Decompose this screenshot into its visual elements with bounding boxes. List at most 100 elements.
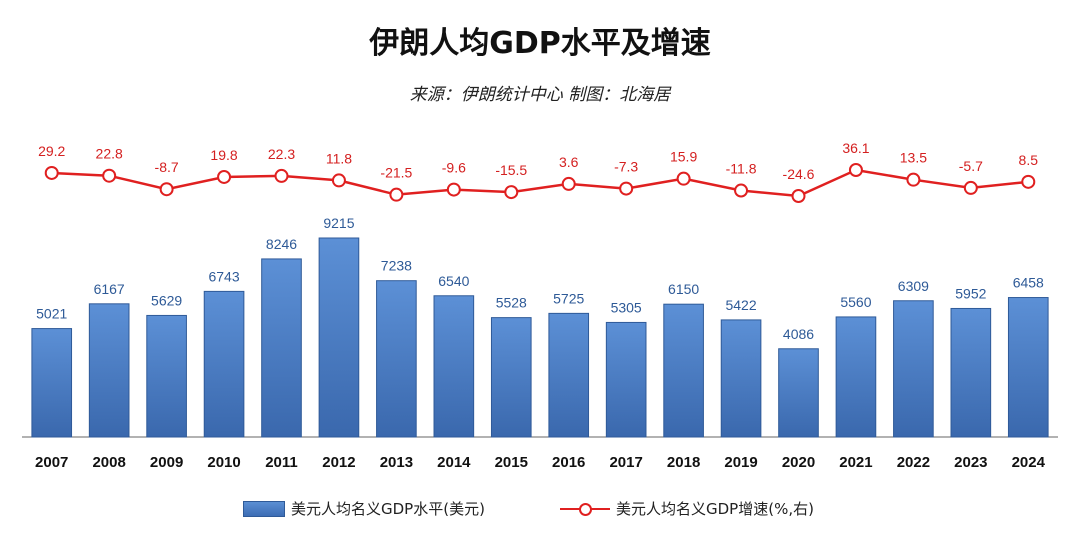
bar-value-label: 5725 xyxy=(553,290,584,306)
x-tick-label: 2020 xyxy=(782,454,815,471)
bar-2021 xyxy=(835,316,877,438)
x-tick-label: 2008 xyxy=(92,454,125,471)
growth-point-2022 xyxy=(906,172,921,187)
growth-value-label: 8.5 xyxy=(1019,152,1039,168)
legend-bar-swatch xyxy=(243,500,285,517)
bar-2016 xyxy=(548,312,590,438)
bar-value-label: 6150 xyxy=(668,281,699,297)
bar-2019 xyxy=(720,319,762,438)
bar-2015 xyxy=(490,317,532,438)
x-tick-label: 2012 xyxy=(322,454,355,471)
growth-value-label: -8.7 xyxy=(155,159,179,175)
x-tick-label: 2022 xyxy=(897,454,930,471)
growth-point-2013 xyxy=(389,187,404,202)
bar-value-label: 6540 xyxy=(438,273,469,289)
bar-2009 xyxy=(146,314,187,438)
bar-value-label: 6458 xyxy=(1013,275,1044,291)
bar-2012 xyxy=(318,237,360,438)
bar-2014 xyxy=(433,295,475,438)
growth-value-label: 22.3 xyxy=(268,146,295,162)
bar-2013 xyxy=(376,280,417,438)
growth-value-label: 3.6 xyxy=(559,154,579,170)
growth-value-label: -21.5 xyxy=(380,165,412,181)
x-tick-label: 2013 xyxy=(380,454,413,471)
bar-2010 xyxy=(203,290,245,438)
bar-labels: 5021 6167 5629 6743 8246 9215 7238 6540 5528 5725… xyxy=(36,215,1044,342)
growth-point-2016 xyxy=(561,176,576,191)
legend-item-bar: 美元人均名义GDP水平(美元) xyxy=(243,498,485,519)
growth-value-label: 13.5 xyxy=(900,150,927,166)
legend-item-line: 美元人均名义GDP增速(%,右) xyxy=(560,498,814,519)
x-tick-label: 2021 xyxy=(839,454,872,471)
x-tick-label: 2010 xyxy=(207,454,240,471)
bar-value-label: 5305 xyxy=(611,299,642,315)
bar-value-label: 5629 xyxy=(151,292,182,308)
bar-value-label: 9215 xyxy=(323,215,354,231)
growth-value-label: -5.7 xyxy=(959,158,983,174)
growth-value-label: 29.2 xyxy=(38,143,65,159)
growth-point-2019 xyxy=(734,183,749,198)
legend-line-label: 美元人均名义GDP增速(%,右) xyxy=(616,500,814,518)
growth-point-2008 xyxy=(102,168,117,183)
x-tick-label: 2019 xyxy=(724,454,757,471)
growth-point-2024 xyxy=(1021,174,1036,189)
growth-point-2017 xyxy=(619,181,634,196)
growth-value-label: -11.8 xyxy=(726,161,757,177)
x-tick-labels: 2007 2008 2009 2010 2011 2012 2013 2014 2015 2016… xyxy=(35,454,1046,471)
growth-value-label: 15.9 xyxy=(670,149,697,165)
legend-line-swatch xyxy=(560,502,610,516)
x-tick-label: 2023 xyxy=(954,454,987,471)
bar-2008 xyxy=(88,303,130,438)
growth-point-2023 xyxy=(963,180,978,195)
x-tick-label: 2007 xyxy=(35,454,68,471)
growth-value-label: -15.5 xyxy=(495,162,527,178)
bar-2022 xyxy=(893,300,934,438)
growth-value-label: 19.8 xyxy=(210,147,237,163)
bar-2024 xyxy=(1007,297,1049,438)
legend-bar-label: 美元人均名义GDP水平(美元) xyxy=(291,500,485,518)
legend: 美元人均名义GDP水平(美元) 美元人均名义GDP增速(%,右) xyxy=(0,498,1080,524)
x-tick-label: 2018 xyxy=(667,454,700,471)
bar-2023 xyxy=(950,307,992,438)
bar-2018 xyxy=(663,303,704,438)
bar-value-label: 6743 xyxy=(208,268,239,284)
bar-value-label: 6309 xyxy=(898,278,929,294)
x-tick-label: 2009 xyxy=(150,454,183,471)
growth-point-2011 xyxy=(274,168,289,183)
growth-point-2020 xyxy=(791,189,806,203)
growth-line xyxy=(51,168,1029,198)
bar-value-label: 5021 xyxy=(36,306,67,322)
growth-value-label: -7.3 xyxy=(614,159,638,175)
bar-value-label: 8246 xyxy=(266,236,297,252)
bar-value-label: 5560 xyxy=(840,294,871,310)
growth-point-2018 xyxy=(676,171,691,186)
growth-line-series xyxy=(44,163,1036,203)
growth-point-2012 xyxy=(331,173,346,188)
x-tick-label: 2011 xyxy=(265,454,298,471)
growth-point-2010 xyxy=(217,169,232,184)
growth-value-label: -9.6 xyxy=(442,160,466,176)
growth-point-2014 xyxy=(446,182,461,197)
x-tick-label: 2017 xyxy=(609,454,642,471)
growth-point-2009 xyxy=(159,182,174,197)
growth-value-label: 11.8 xyxy=(326,150,352,166)
bar-2020 xyxy=(778,348,819,438)
growth-point-2007 xyxy=(44,165,59,180)
x-tick-label: 2024 xyxy=(1012,454,1046,471)
growth-labels: 29.2 22.8 -8.7 19.8 22.3 11.8 -21.5 -9.6 -15.5 3.… xyxy=(38,140,1038,182)
bar-value-label: 6167 xyxy=(94,281,125,297)
growth-value-label: -24.6 xyxy=(783,166,815,182)
x-tick-label: 2014 xyxy=(437,454,471,471)
x-tick-label: 2015 xyxy=(495,454,528,471)
bar-value-label: 5528 xyxy=(496,295,527,311)
growth-value-label: 22.8 xyxy=(96,146,123,162)
growth-value-label: 36.1 xyxy=(842,140,869,156)
bar-value-label: 7238 xyxy=(381,258,412,274)
growth-point-2021 xyxy=(848,163,863,177)
bar-2017 xyxy=(605,321,647,438)
bar-value-label: 5952 xyxy=(955,285,986,301)
x-tick-label: 2016 xyxy=(552,454,585,471)
chart-subtitle: 来源：伊朗统计中心 制图：北海居 xyxy=(409,85,671,105)
bar-series xyxy=(31,237,1049,438)
bar-value-label: 5422 xyxy=(725,297,756,313)
